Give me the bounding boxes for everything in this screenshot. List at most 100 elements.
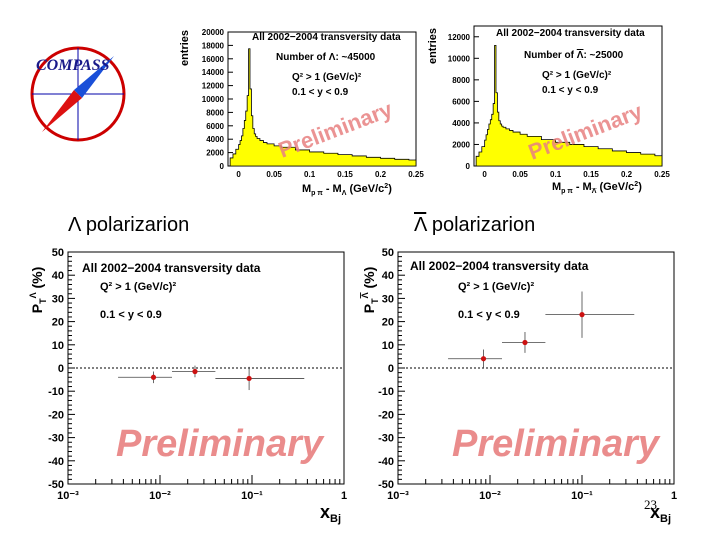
lambda-polarization-xtick-label: 10⁻¹ [241,490,263,502]
lambda-mass-xtick-label: 0.15 [337,170,353,179]
antilambda-mass-ylabel: entries [427,28,439,64]
lambda-mass-histogram: entries 0 2000 4000 6000 8000 10000 12000 14000… [179,28,424,197]
lambda-polarization-xlabel: xBj [320,502,341,525]
lambda-mass-ytick-label: 16000 [202,55,225,64]
antilambda-mass-xtick-label: 0.05 [512,170,528,179]
antilambda-polarization-ytick-label: -10 [378,386,394,398]
lambda-polarization-watermark: Preliminary [116,423,325,465]
antilambda-count-label: Number of Λ: ~25000 [524,50,624,61]
lambda-mass-ytick-label: 18000 [202,41,225,50]
antilambda-mass-xtick-label: 0.15 [583,170,599,179]
lambda-polarization-ytick-label: 0 [58,363,64,375]
lambda-polarization-ytick-label: -50 [48,479,64,491]
antilambda-polarization-ytick-label: -50 [378,479,394,491]
lambda-count-label: Number of Λ: ~45000 [276,52,376,63]
antilambda-polarization-y-label: 0.1 < y < 0.9 [458,309,520,321]
lambda-polarization-xtick-label: 10⁻² [149,490,171,502]
lambda-polarization-ytick-label: 40 [52,270,64,282]
antilambda-polarization-title: Λ polarizarion [414,214,535,237]
antilambda-mass-ytick-label: 2000 [452,140,470,149]
antilambda-polarization-xtick-label: 10⁻² [479,490,501,502]
antilambda-mass-xtick-label: 0.1 [550,170,562,179]
antilambda-mass-ytick-label: 0 [466,162,471,171]
lambda-polarization-data-point [192,368,198,375]
antilambda-polarization-ylabel: PTΛ (%) [360,267,380,314]
lambda-polarization-data-point [150,374,157,380]
lambda-polarization-ytick-label: 30 [52,293,64,305]
compass-logo: COMPASS [18,14,136,142]
logo-text: COMPASS [36,57,110,74]
lambda-polarization-title: Λ polarizarion [68,214,190,236]
antilambda-mass-distribution [475,44,663,167]
antilambda-polarization-ytick-label: 30 [382,293,394,305]
antilambda-mass-q2-label: Q² > 1 (GeV/c)² [542,70,612,81]
lambda-mass-ytick-label: 12000 [202,82,225,91]
antilambda-mass-title: All 2002−2004 transversity data [496,28,645,39]
antilambda-polarization-ytick-label: -20 [378,409,394,421]
lambda-mass-ytick-label: 4000 [206,135,224,144]
antilambda-mass-ytick-label: 10000 [448,54,471,63]
lambda-mass-ytick-label: 0 [220,162,225,171]
antilambda-mass-xlabel: Mp π - MΛ (GeV/c2) [552,181,642,195]
antilambda-mass-ytick-label: 4000 [452,119,470,128]
lambda-mass-ytick-label: 20000 [202,28,225,37]
antilambda-polarization-ytick-label: 10 [382,340,394,352]
antilambda-polarization-data-point [579,312,585,318]
lambda-polarization-ytick-label: -30 [48,433,64,445]
lambda-mass-xlabel: Mp π - MΛ (GeV/c2) [302,183,392,197]
lambda-polarization-ytick-label: -10 [48,386,64,398]
lambda-mass-ytick-label: 14000 [202,68,225,77]
lambda-polarization-q2-label: Q² > 1 (GeV/c)² [100,281,176,293]
lambda-mass-y-label: 0.1 < y < 0.9 [292,87,349,98]
lambda-polarization-ytick-label: 20 [52,317,64,329]
antilambda-polarization-xlabel: xBj [650,502,671,525]
antilambda-polarization-ytick-label: -40 [378,456,394,468]
antilambda-mass-ytick-label: 8000 [452,76,470,85]
lambda-polarization-ylabel: PTΛ (%) [28,267,48,314]
lambda-mass-ylabel: entries [179,30,191,66]
antilambda-mass-y-label: 0.1 < y < 0.9 [542,85,599,96]
antilambda-mass-histogram: entries 0 2000 4000 6000 8000 10000 12000 0 0.0… [427,25,670,195]
antilambda-polarization-ytick-label: 40 [382,270,394,282]
compass-logo-graphic: COMPASS [30,46,126,142]
lambda-mass-xtick-label: 0.1 [304,170,316,179]
lambda-polarization-title: All 2002−2004 transversity data [82,261,261,275]
antilambda-polarization-xtick-label: 10⁻³ [387,490,409,502]
antilambda-polarization-plot: PTΛ (%) -50 -40 -30 -20 -10 0 10 20 30 40 50 10⁻³ 1… [360,247,677,525]
antilambda-symbol: Λ [414,214,427,236]
antilambda-mass-xtick-label: 0.2 [621,170,633,179]
antilambda-polarization-title: All 2002−2004 transversity data [410,259,589,273]
antilambda-polarization-ytick-label: 20 [382,317,394,329]
lambda-mass-distribution [229,48,417,167]
lambda-mass-title: All 2002−2004 transversity data [252,32,401,43]
lambda-polarization-ytick-label: -20 [48,409,64,421]
antilambda-polarization-xtick-label: 10⁻¹ [571,490,593,502]
antilambda-polarization-xtick-label: 1 [671,490,677,502]
page-number: 23 [644,497,657,512]
antilambda-polarization-ytick-label: 0 [388,363,394,375]
lambda-mass-ytick-label: 8000 [206,108,224,117]
lambda-mass-xtick-label: 0.05 [266,170,282,179]
lambda-mass-watermark: Preliminary [275,96,397,163]
antilambda-title-text: polarizarion [426,214,536,236]
antilambda-polarization-data-point [480,356,487,362]
lambda-polarization-ytick-label: -40 [48,456,64,468]
lambda-mass-xtick-label: 0.25 [408,170,424,179]
lambda-polarization-data-point [246,375,252,382]
antilambda-polarization-ytick-label: 50 [382,247,394,259]
lambda-mass-xtick-label: 0.2 [375,170,387,179]
antilambda-mass-ytick-label: 6000 [452,97,470,106]
lambda-polarization-y-label: 0.1 < y < 0.9 [100,309,162,321]
antilambda-mass-xtick-label: 0.25 [654,170,670,179]
lambda-polarization-ytick-label: 10 [52,340,64,352]
lambda-mass-q2-label: Q² > 1 (GeV/c)² [292,72,362,83]
antilambda-mass-xtick-label: 0 [482,170,487,179]
lambda-mass-ytick-label: 6000 [206,122,224,131]
antilambda-polarization-watermark: Preliminary [452,423,661,465]
lambda-mass-ytick-label: 10000 [202,95,225,104]
antilambda-polarization-ytick-label: -30 [378,433,394,445]
lambda-polarization-xtick-label: 1 [341,490,347,502]
lambda-mass-xtick-label: 0 [236,170,241,179]
lambda-mass-ytick-label: 2000 [206,149,224,158]
antilambda-mass-ytick-label: 12000 [448,33,471,42]
